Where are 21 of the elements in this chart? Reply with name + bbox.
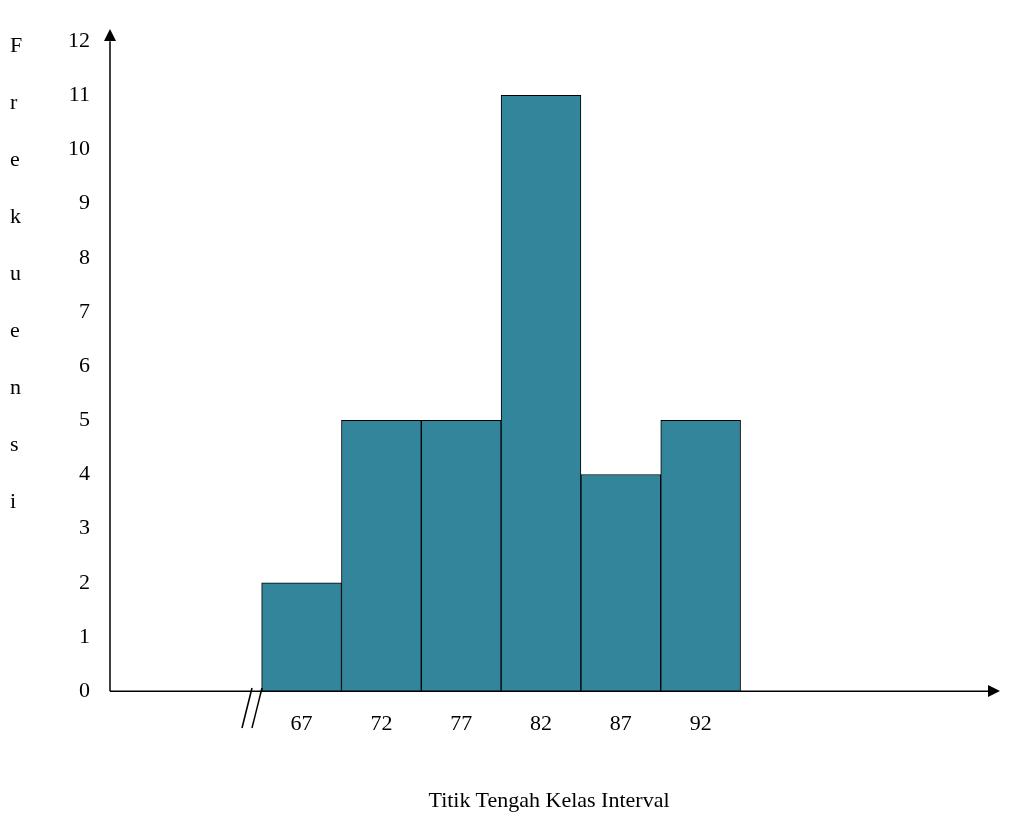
text: Frekuensi <box>10 32 23 513</box>
x-axis-title: Titik Tengah Kelas Interval <box>428 786 670 812</box>
y-tick-label: 4 <box>79 460 90 486</box>
y-tick-label: 7 <box>79 297 90 323</box>
y-tick-label: 10 <box>68 135 90 161</box>
y-tick-label: 6 <box>79 351 90 377</box>
x-tick-label: 87 <box>609 710 632 736</box>
x-tick-label: 77 <box>450 710 473 736</box>
y-tick-label: 2 <box>79 568 90 594</box>
y-tick-label: 1 <box>79 622 90 648</box>
y-tick-label: 3 <box>79 514 90 540</box>
x-tick-label: 92 <box>689 710 712 736</box>
x-tick-label: 82 <box>530 710 553 736</box>
y-tick-label: 0 <box>79 676 90 702</box>
x-tick-label: 72 <box>370 710 393 736</box>
y-tick-label: 11 <box>68 81 90 107</box>
y-tick-label: 5 <box>79 406 90 432</box>
y-tick-label: 9 <box>79 189 90 215</box>
x-tick-label: 67 <box>290 710 313 736</box>
y-tick-label: 12 <box>68 26 90 52</box>
y-tick-label: 8 <box>79 243 90 269</box>
